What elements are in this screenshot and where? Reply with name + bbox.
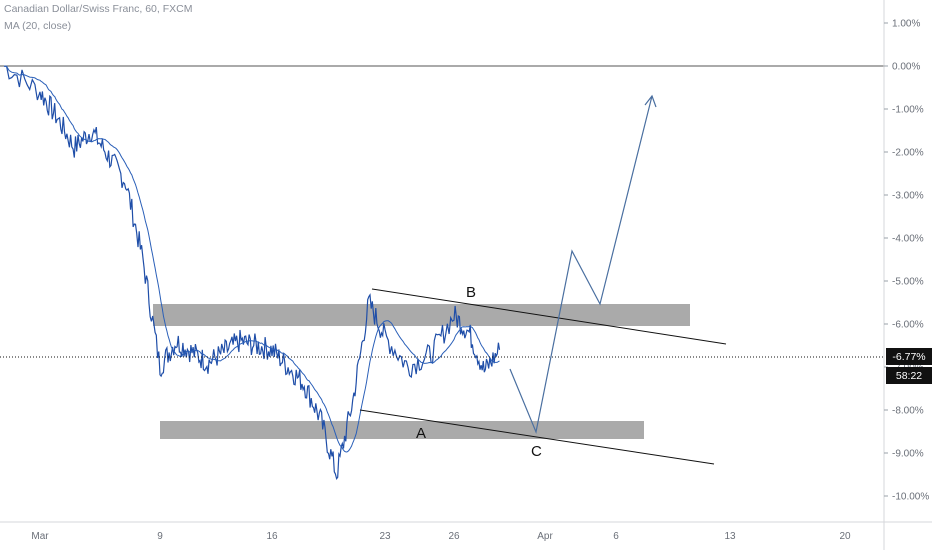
x-tick-label: Apr — [537, 531, 553, 542]
symbol-title[interactable]: Canadian Dollar/Swiss Franc, 60, FXCM — [4, 3, 193, 15]
x-tick-label: 23 — [379, 531, 391, 542]
y-tick-label: 0.00% — [892, 62, 920, 73]
moving-average-line — [3, 65, 500, 453]
x-tick-label: 16 — [266, 531, 278, 542]
lower-trendline[interactable] — [359, 409, 715, 465]
x-tick-label: 13 — [724, 531, 736, 542]
x-tick-label: 6 — [613, 531, 619, 542]
price-series-line — [3, 65, 501, 481]
bar-countdown: 58:22 — [896, 370, 922, 382]
y-tick-label: -4.00% — [892, 234, 924, 245]
wave-label-c: C — [531, 443, 542, 460]
x-tick-label: Mar — [31, 531, 49, 542]
projection-path[interactable] — [509, 95, 653, 435]
y-tick-label: -3.00% — [892, 191, 924, 202]
y-tick-label: 1.00% — [892, 19, 920, 30]
wave-label-b: B — [466, 284, 476, 301]
y-tick-label: -9.00% — [892, 449, 924, 460]
y-tick-label: -5.00% — [892, 277, 924, 288]
y-tick-label: -10.00% — [892, 492, 929, 503]
countdown-badge — [886, 367, 932, 384]
time-axis[interactable]: Mar 9 16 23 26 Apr 6 13 20 — [31, 531, 851, 542]
y-tick-label: -6.00% — [892, 320, 924, 331]
x-tick-label: 9 — [157, 531, 163, 542]
support-zone — [160, 421, 644, 439]
upper-trendline[interactable] — [371, 288, 727, 345]
y-tick-label: -8.00% — [892, 406, 924, 417]
y-tick-label: -2.00% — [892, 148, 924, 159]
x-tick-label: 20 — [839, 531, 851, 542]
y-tick-label: -1.00% — [892, 105, 924, 116]
indicator-legend[interactable]: MA (20, close) — [4, 20, 72, 32]
wave-label-a: A — [416, 425, 426, 442]
x-tick-label: 26 — [448, 531, 460, 542]
resistance-zone — [153, 304, 690, 326]
projection-arrowhead — [644, 94, 657, 108]
current-price-value: -6.77% — [892, 351, 925, 363]
current-price-badge — [886, 348, 932, 365]
